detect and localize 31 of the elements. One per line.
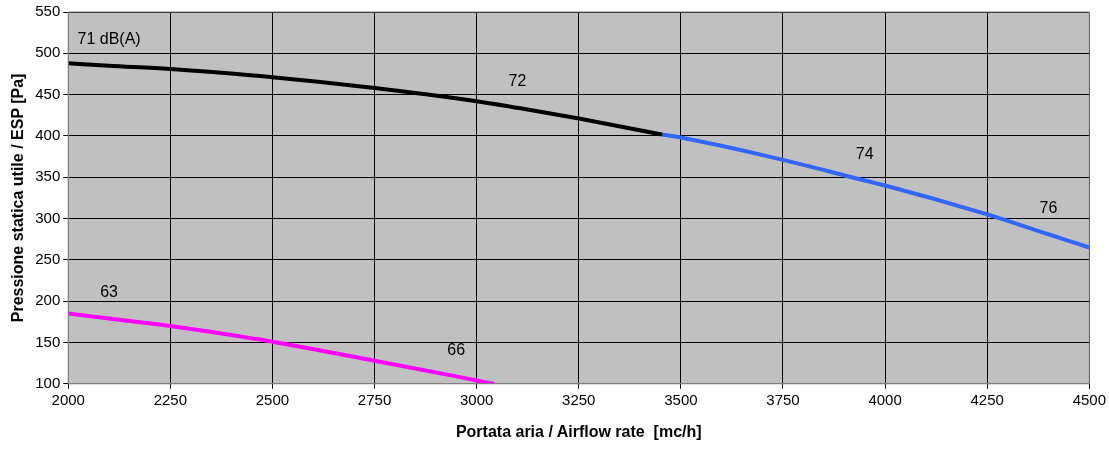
annotation: 63 <box>100 282 119 300</box>
x-axis-title: Portata aria / Airflow rate [mc/h] <box>455 422 702 440</box>
x-tick-label: 3250 <box>562 390 596 408</box>
y-axis-title: Pressione statica utile / ESP [Pa] <box>9 73 27 323</box>
y-tick-label: 100 <box>35 373 61 391</box>
x-tick-label: 4250 <box>970 390 1004 408</box>
annotation: 66 <box>447 340 466 358</box>
x-tick-label: 2750 <box>357 390 392 408</box>
y-tick-label: 250 <box>35 250 61 268</box>
annotation: 71 dB(A) <box>77 30 141 48</box>
y-tick-label: 200 <box>35 291 61 309</box>
y-tick-label: 500 <box>35 43 61 61</box>
x-tick-label: 3750 <box>766 390 800 408</box>
x-tick-label: 3500 <box>664 390 698 408</box>
x-tick-label: 4500 <box>1072 390 1106 408</box>
y-tick-label: 150 <box>35 332 61 350</box>
x-tick-label: 3000 <box>459 390 494 408</box>
annotation: 74 <box>855 144 874 162</box>
y-tick-label: 450 <box>35 84 61 102</box>
x-tick-label: 2000 <box>51 390 85 408</box>
annotation: 76 <box>1039 198 1058 216</box>
line-series <box>68 311 495 384</box>
x-tick-label: 2250 <box>153 390 188 408</box>
y-tick-label: 350 <box>35 167 61 185</box>
y-tick-label: 300 <box>35 208 61 226</box>
x-tick-label: 2500 <box>255 390 290 408</box>
annotation: 72 <box>508 72 527 90</box>
y-tick-label: 550 <box>35 2 61 20</box>
y-tick-label: 400 <box>35 126 61 144</box>
x-tick-label: 4000 <box>868 390 902 408</box>
line-series <box>658 132 1090 250</box>
